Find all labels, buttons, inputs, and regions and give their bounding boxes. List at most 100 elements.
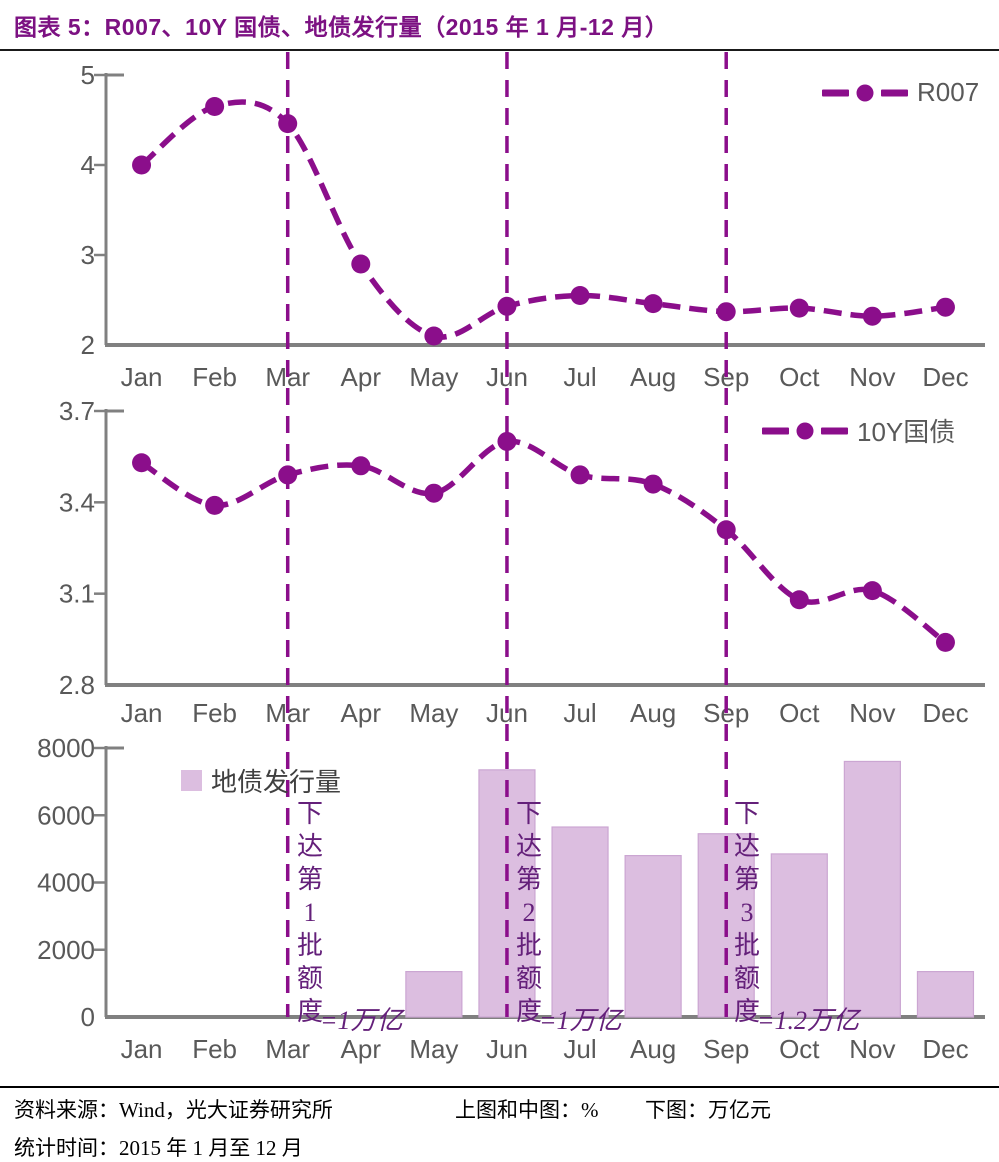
10Y国债-point [862, 581, 882, 601]
10Y国债-point [716, 520, 736, 540]
x-tick-label: May [409, 1034, 458, 1064]
annotation-char: 额 [296, 964, 323, 993]
x-tick-label: May [409, 362, 458, 392]
x-tick-label: Jul [563, 698, 596, 728]
x-tick-label: Feb [192, 698, 237, 728]
y-tick-label: 3 [81, 240, 95, 270]
bond-issuance-bar [551, 826, 609, 1018]
annotation-char: 批 [733, 931, 760, 960]
y-tick-label: 8000 [37, 733, 95, 763]
10Y国债-point [570, 465, 590, 485]
units-top-mid-note: 上图和中图：% [455, 1098, 599, 1122]
x-tick-label: Nov [849, 1034, 895, 1064]
bond-issuance-bar [770, 853, 828, 1018]
annotation-char: 下 [733, 799, 760, 828]
x-tick-label: Jan [121, 362, 163, 392]
x-tick-label: Dec [922, 698, 968, 728]
10Y国债-line [140, 438, 948, 645]
R007-point [351, 254, 371, 274]
title-divider [0, 49, 999, 51]
annotation-char: 度 [296, 997, 323, 1026]
x-tick-label: Oct [779, 698, 820, 728]
x-tick-label: Feb [192, 1034, 237, 1064]
r007-line-marker-icon [822, 84, 908, 102]
annotation-char: 度 [733, 997, 760, 1026]
y-tick-label: 3.4 [59, 487, 95, 517]
R007-point [643, 294, 663, 314]
10Y国债-point [497, 431, 517, 451]
R007-point [132, 155, 152, 175]
legend-r007: R007 [822, 77, 979, 108]
bond-issuance-bar [405, 971, 463, 1018]
annotation-char: 达 [296, 832, 323, 861]
legend-10y-bond-label: 10Y国债 [857, 417, 956, 447]
batch2-quota-value: =1万亿 [539, 1006, 622, 1035]
R007-point [424, 326, 444, 346]
annotation-char: 达 [515, 832, 542, 861]
10Y国债-point [935, 632, 955, 652]
batch3-quota-value: =1.2万亿 [757, 1006, 860, 1035]
R007-point [935, 297, 955, 317]
annotation-char: 3 [740, 898, 754, 927]
x-tick-label: Nov [849, 698, 895, 728]
y-tick-label: 2.8 [59, 670, 95, 700]
10Y国债-point [789, 590, 809, 610]
annotation-char: 下 [515, 799, 542, 828]
y-tick-label: 2 [81, 330, 95, 360]
y-tick-label: 3.7 [59, 396, 95, 426]
legend-bond-issuance-label: 地债发行量 [211, 767, 342, 797]
y-tick-label: 4 [81, 150, 95, 180]
y-tick-label: 5 [81, 60, 95, 90]
x-tick-label: Jan [121, 1034, 163, 1064]
footer-divider [0, 1086, 999, 1088]
R007-point [862, 306, 882, 326]
R007-point [497, 296, 517, 316]
x-tick-label: Dec [922, 1034, 968, 1064]
10Y国债-point [132, 453, 152, 473]
batch3-quota-annotation: 下达第 3 批额度 =1.2万亿 [730, 797, 859, 1035]
annotation-char: 达 [733, 832, 760, 861]
y-tick-label: 0 [81, 1002, 95, 1032]
x-tick-label: Jun [486, 1034, 528, 1064]
bar-swatch-icon [181, 770, 202, 791]
stat-period-note: 统计时间：2015 年 1 月至 12 月 [14, 1136, 303, 1160]
x-tick-label: Aug [630, 362, 676, 392]
x-tick-label: Oct [779, 1034, 820, 1064]
R007-point [205, 97, 225, 116]
annotation-char: 1 [303, 898, 317, 927]
y-tick-label: 3.1 [59, 579, 95, 609]
chart-title: 图表 5：R007、10Y 国债、地债发行量（2015 年 1 月-12 月） [14, 14, 669, 40]
R007-point [278, 114, 298, 134]
bond-line-marker-icon [762, 422, 848, 440]
R007-point [716, 302, 736, 322]
x-tick-label: Feb [192, 362, 237, 392]
x-tick-label: Dec [922, 362, 968, 392]
annotation-char: 下 [296, 799, 323, 828]
annotation-char: 批 [296, 931, 323, 960]
bond-issuance-bar [843, 760, 901, 1018]
10Y国债-point [424, 483, 444, 503]
10Y国债-point [278, 465, 298, 485]
10Y国债-point [351, 456, 371, 476]
annotation-char: 批 [515, 931, 542, 960]
batch3-vertical-text: 下达第 3 批额度 [730, 797, 764, 1028]
x-tick-label: Sep [703, 1034, 749, 1064]
legend-10y-bond: 10Y国债 [762, 412, 955, 449]
x-tick-label: Apr [341, 698, 382, 728]
x-tick-label: Oct [779, 362, 820, 392]
data-source-note: 资料来源：Wind，光大证券研究所 [14, 1098, 333, 1122]
annotation-char: 额 [515, 964, 542, 993]
y-tick-label: 4000 [37, 868, 95, 898]
batch1-vertical-text: 下达第 1 批额度 [293, 797, 327, 1028]
x-tick-label: Mar [265, 1034, 310, 1064]
legend-r007-label: R007 [917, 77, 980, 107]
annotation-char: 度 [515, 997, 542, 1026]
10Y国债-point [205, 495, 225, 515]
batch2-quota-annotation: 下达第 2 批额度 =1万亿 [512, 797, 622, 1035]
units-bottom-note: 下图：万亿元 [645, 1098, 771, 1122]
y-tick-label: 2000 [37, 935, 95, 965]
batch2-vertical-text: 下达第 2 批额度 [512, 797, 546, 1028]
legend-bond-issuance: 地债发行量 [181, 762, 341, 799]
